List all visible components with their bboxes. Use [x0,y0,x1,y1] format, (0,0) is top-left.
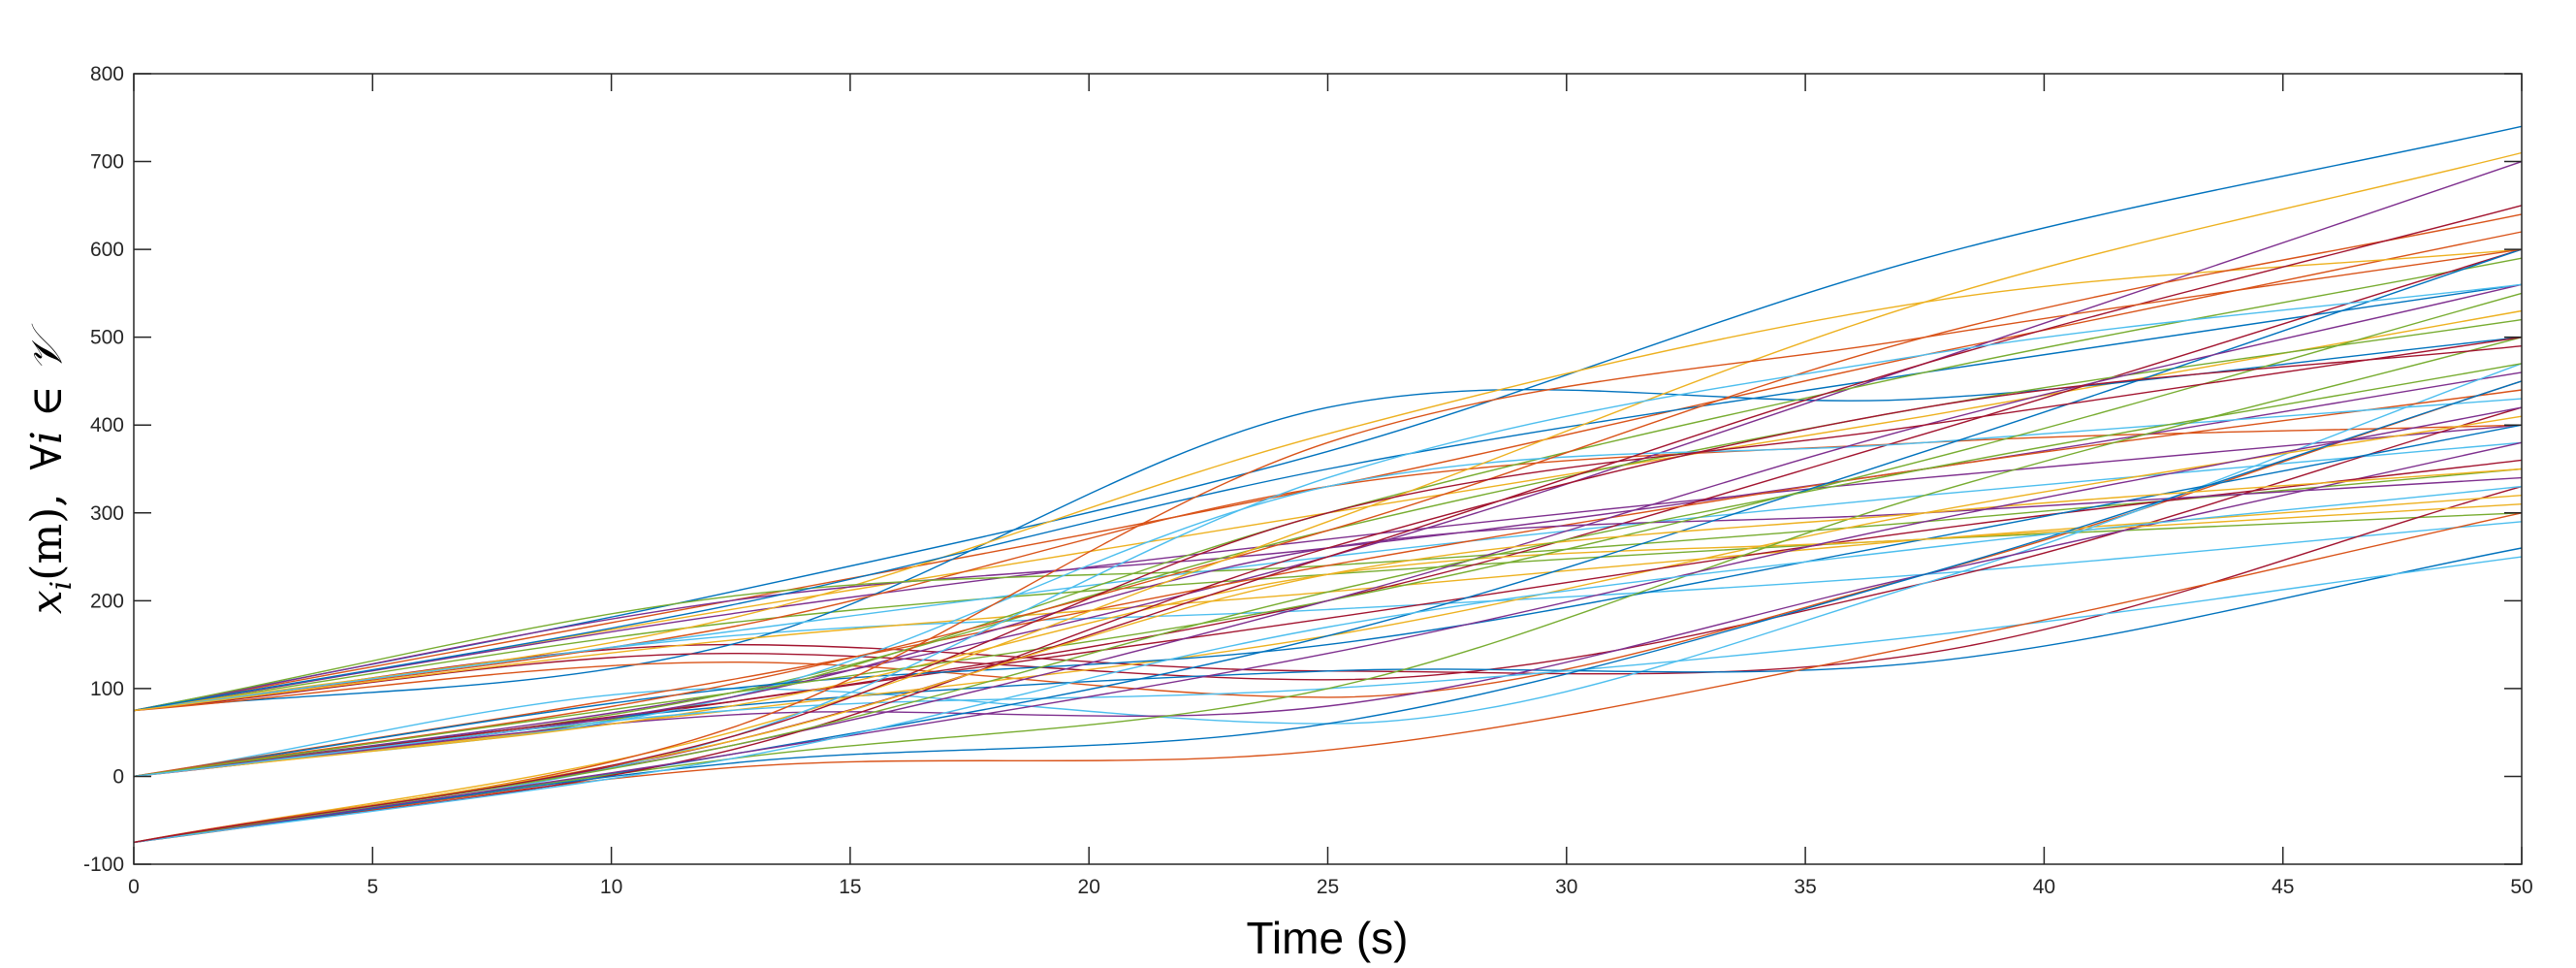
series-line-44 [133,248,2523,844]
y-tick-label: 700 [90,151,124,174]
series-line-46 [133,406,2523,844]
y-axis-title-sub: i [45,581,79,591]
series-line-10 [133,248,2523,712]
y-axis-title-var: x [22,590,72,614]
x-tick-label: 35 [1794,876,1816,898]
y-tick-label: 500 [90,327,124,349]
series-line-38 [133,151,2523,844]
series-line-45 [133,468,2523,844]
y-tick-label: 800 [90,63,124,85]
y-tick-label: 100 [90,678,124,700]
series-line-48 [133,485,2523,844]
series-line-4 [133,424,2523,712]
series-line-25 [133,441,2523,778]
y-tick-label: -100 [83,854,124,876]
x-tick-labels: 0 5 10 15 20 25 30 35 40 45 50 [128,876,2533,898]
y-tick-labels: -100 0 100 200 300 400 500 600 700 800 [83,63,124,876]
series-line-8 [133,337,2523,712]
x-tick-label: 10 [600,876,622,898]
y-tick-label: 200 [90,590,124,612]
series-line-28 [133,459,2523,778]
x-tick-label: 50 [2510,876,2532,898]
x-tick-label: 0 [128,876,140,898]
series-line-15 [133,283,2523,712]
series-line-47 [133,363,2523,844]
x-tick-label: 20 [1078,876,1100,898]
series-line-27 [133,398,2523,778]
x-tick-label: 30 [1555,876,1577,898]
plot-area-box [133,73,2523,865]
y-axis-title: xi(m), ∀i ∈ 𝒱 [22,324,79,615]
series-line-30 [133,213,2523,778]
y-tick-label: 0 [112,765,124,788]
x-tick-label: 40 [2033,876,2055,898]
series-line-43 [133,380,2523,844]
series-line-40 [133,337,2523,844]
x-tick-label: 25 [1317,876,1339,898]
y-axis-title-quant: ∀i ∈ 𝒱 [22,324,72,470]
y-axis-title-unit: (m), [22,494,72,581]
x-tick-label: 15 [839,876,861,898]
y-tick-label: 600 [90,239,124,261]
x-tick-label: 45 [2272,876,2294,898]
series-line-42 [133,345,2523,844]
series-line-41 [133,283,2523,844]
series-layer [133,125,2523,844]
y-tick-label: 400 [90,414,124,436]
x-tick-label: 5 [366,876,378,898]
y-tick-label: 300 [90,502,124,525]
x-axis-title: Time (s) [1247,913,1409,963]
series-line-49 [133,337,2523,844]
